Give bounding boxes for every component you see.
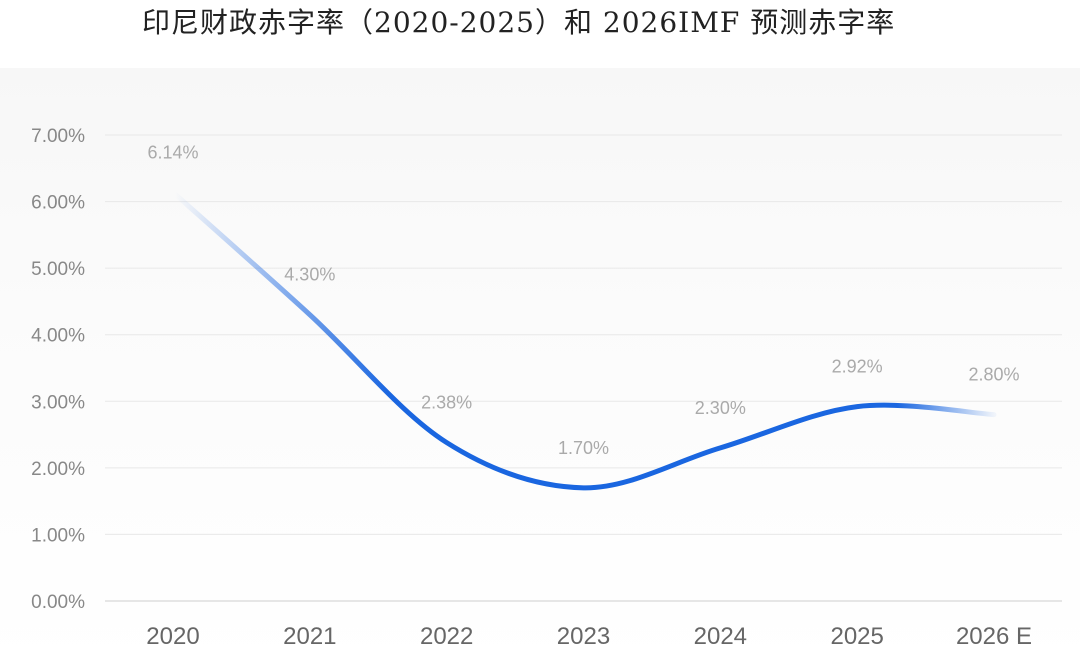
- x-tick-label: 2025: [830, 623, 883, 650]
- x-tick-label: 2022: [420, 623, 473, 650]
- data-label: 2.30%: [695, 398, 746, 418]
- gridlines: [105, 134, 1062, 602]
- y-tick-label: 4.00%: [31, 326, 85, 347]
- chart-title: 印尼财政赤字率（2020-2025）和 2026IMF 预测赤字率: [142, 6, 896, 39]
- y-tick-label: 2.00%: [31, 459, 85, 480]
- x-tick-label: 2023: [557, 623, 610, 650]
- x-tick-label: 2020: [146, 623, 199, 650]
- y-tick-label: 3.00%: [31, 392, 85, 413]
- data-label: 2.92%: [832, 357, 883, 377]
- data-label: 1.70%: [558, 438, 609, 458]
- data-label: 6.14%: [147, 142, 198, 162]
- y-tick-label: 5.00%: [31, 259, 85, 280]
- x-axis: 2020 2021 2022 2023 2024 2025 2026 E: [146, 623, 1032, 650]
- x-tick-label: 2021: [283, 623, 336, 650]
- series-line: [170, 189, 997, 491]
- data-label: 2.80%: [968, 365, 1019, 385]
- y-axis: 0.00% 1.00% 2.00% 3.00% 4.00% 5.00% 6.00% 7.00%: [31, 126, 85, 613]
- x-tick-label: 2026 E: [956, 623, 1032, 650]
- y-tick-label: 1.00%: [31, 525, 85, 546]
- y-tick-label: 6.00%: [31, 193, 85, 214]
- chart-panel: [0, 68, 1080, 670]
- data-labels: 6.14% 4.30% 2.38% 1.70% 2.30% 2.92% 2.80%: [147, 142, 1019, 458]
- data-label: 2.38%: [421, 393, 472, 413]
- x-tick-label: 2024: [694, 623, 747, 650]
- y-tick-label: 7.00%: [31, 126, 85, 147]
- y-tick-label: 0.00%: [31, 592, 85, 613]
- data-label: 4.30%: [284, 265, 335, 285]
